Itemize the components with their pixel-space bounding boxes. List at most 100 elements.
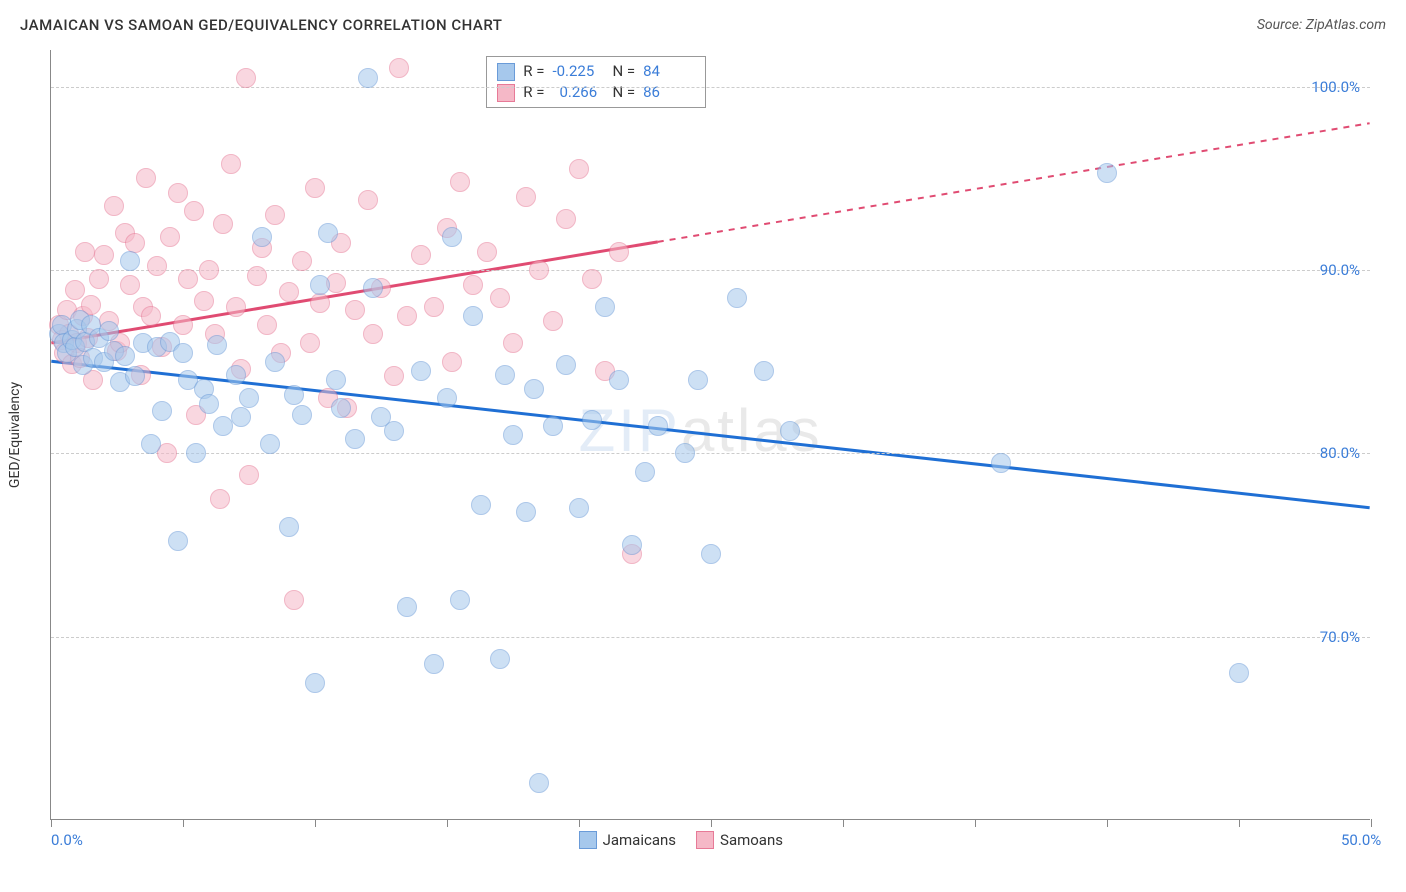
scatter-point-samoans — [582, 269, 602, 289]
scatter-point-jamaicans — [397, 597, 417, 617]
scatter-point-samoans — [213, 214, 233, 234]
scatter-point-jamaicans — [556, 355, 576, 375]
source-name: ZipAtlas.com — [1306, 17, 1386, 33]
scatter-point-jamaicans — [284, 385, 304, 405]
legend: Jamaicans Samoans — [579, 831, 783, 849]
source-attribution: Source: ZipAtlas.com — [1257, 17, 1386, 33]
xtick — [183, 819, 184, 827]
scatter-point-jamaicans — [231, 407, 251, 427]
scatter-point-samoans — [257, 315, 277, 335]
ytick-label: 70.0% — [1320, 628, 1360, 646]
scatter-point-samoans — [147, 256, 167, 276]
stats-row-jamaicans: R = -0.225 N = 84 — [497, 61, 695, 82]
scatter-point-samoans — [450, 172, 470, 192]
source-prefix: Source: — [1257, 17, 1306, 33]
scatter-point-jamaicans — [635, 462, 655, 482]
scatter-point-jamaicans — [450, 590, 470, 610]
scatter-point-jamaicans — [260, 434, 280, 454]
scatter-point-jamaicans — [173, 343, 193, 363]
r-value-jamaicans: -0.225 — [552, 61, 604, 82]
scatter-point-samoans — [125, 233, 145, 253]
scatter-point-jamaicans — [595, 297, 615, 317]
scatter-point-samoans — [310, 293, 330, 313]
scatter-point-jamaicans — [503, 425, 523, 445]
scatter-point-jamaicans — [569, 498, 589, 518]
xtick — [447, 819, 448, 827]
scatter-point-jamaicans — [310, 275, 330, 295]
scatter-point-samoans — [292, 251, 312, 271]
xtick — [843, 819, 844, 827]
scatter-point-samoans — [556, 209, 576, 229]
scatter-point-jamaicans — [582, 410, 602, 430]
scatter-point-samoans — [516, 187, 536, 207]
correlation-stats-box: R = -0.225 N = 84 R = 0.266 N = 86 — [486, 56, 706, 108]
scatter-point-samoans — [194, 291, 214, 311]
n-label: N = — [612, 82, 635, 103]
scatter-point-jamaicans — [326, 370, 346, 390]
xtick — [1239, 819, 1240, 827]
scatter-point-samoans — [503, 333, 523, 353]
legend-item-samoans: Samoans — [696, 831, 783, 849]
scatter-point-samoans — [363, 324, 383, 344]
scatter-point-samoans — [239, 465, 259, 485]
scatter-point-jamaicans — [226, 365, 246, 385]
xtick — [975, 819, 976, 827]
scatter-point-jamaicans — [239, 388, 259, 408]
scatter-point-samoans — [543, 311, 563, 331]
scatter-point-jamaicans — [125, 366, 145, 386]
scatter-point-jamaicans — [186, 443, 206, 463]
scatter-point-jamaicans — [543, 416, 563, 436]
scatter-point-samoans — [89, 269, 109, 289]
scatter-point-samoans — [305, 178, 325, 198]
scatter-point-samoans — [265, 205, 285, 225]
swatch-jamaicans — [497, 63, 515, 81]
scatter-point-samoans — [279, 282, 299, 302]
legend-label-jamaicans: Jamaicans — [603, 831, 676, 849]
scatter-point-jamaicans — [495, 365, 515, 385]
scatter-point-jamaicans — [384, 421, 404, 441]
trendline-samoans-extrapolated — [658, 123, 1370, 242]
trendline-samoans — [51, 242, 657, 343]
scatter-point-samoans — [424, 297, 444, 317]
n-value-jamaicans: 84 — [643, 61, 695, 82]
r-value-samoans: 0.266 — [552, 82, 604, 103]
scatter-point-samoans — [411, 245, 431, 265]
scatter-point-samoans — [345, 300, 365, 320]
legend-swatch-samoans — [696, 831, 714, 849]
scatter-point-jamaicans — [1097, 163, 1117, 183]
scatter-point-samoans — [247, 266, 267, 286]
xtick — [1107, 819, 1108, 827]
chart-header: JAMAICAN VS SAMOAN GED/EQUIVALENCY CORRE… — [0, 0, 1406, 40]
scatter-point-samoans — [490, 288, 510, 308]
scatter-point-jamaicans — [524, 379, 544, 399]
scatter-point-jamaicans — [463, 306, 483, 326]
scatter-point-samoans — [221, 154, 241, 174]
scatter-point-samoans — [442, 352, 462, 372]
scatter-point-samoans — [94, 245, 114, 265]
xtick-label: 0.0% — [51, 831, 83, 849]
legend-label-samoans: Samoans — [720, 831, 783, 849]
scatter-point-samoans — [226, 297, 246, 317]
scatter-point-jamaicans — [363, 278, 383, 298]
scatter-point-jamaicans — [529, 773, 549, 793]
scatter-point-jamaicans — [991, 453, 1011, 473]
plot-area: ZIPatlas R = -0.225 N = 84 R = 0.266 N =… — [50, 50, 1370, 820]
scatter-point-samoans — [358, 190, 378, 210]
scatter-point-jamaicans — [292, 405, 312, 425]
chart-title: JAMAICAN VS SAMOAN GED/EQUIVALENCY CORRE… — [20, 16, 502, 34]
scatter-point-jamaicans — [152, 401, 172, 421]
scatter-point-jamaicans — [358, 68, 378, 88]
scatter-point-samoans — [384, 366, 404, 386]
scatter-point-jamaicans — [115, 346, 135, 366]
scatter-point-jamaicans — [701, 544, 721, 564]
xtick — [579, 819, 580, 827]
scatter-point-jamaicans — [780, 421, 800, 441]
scatter-point-jamaicans — [345, 429, 365, 449]
xtick — [315, 819, 316, 827]
scatter-point-samoans — [199, 260, 219, 280]
scatter-point-jamaicans — [120, 251, 140, 271]
scatter-point-samoans — [141, 306, 161, 326]
scatter-point-samoans — [236, 68, 256, 88]
r-label: R = — [523, 82, 544, 103]
y-axis-label: GED/Equivalency — [7, 382, 23, 488]
